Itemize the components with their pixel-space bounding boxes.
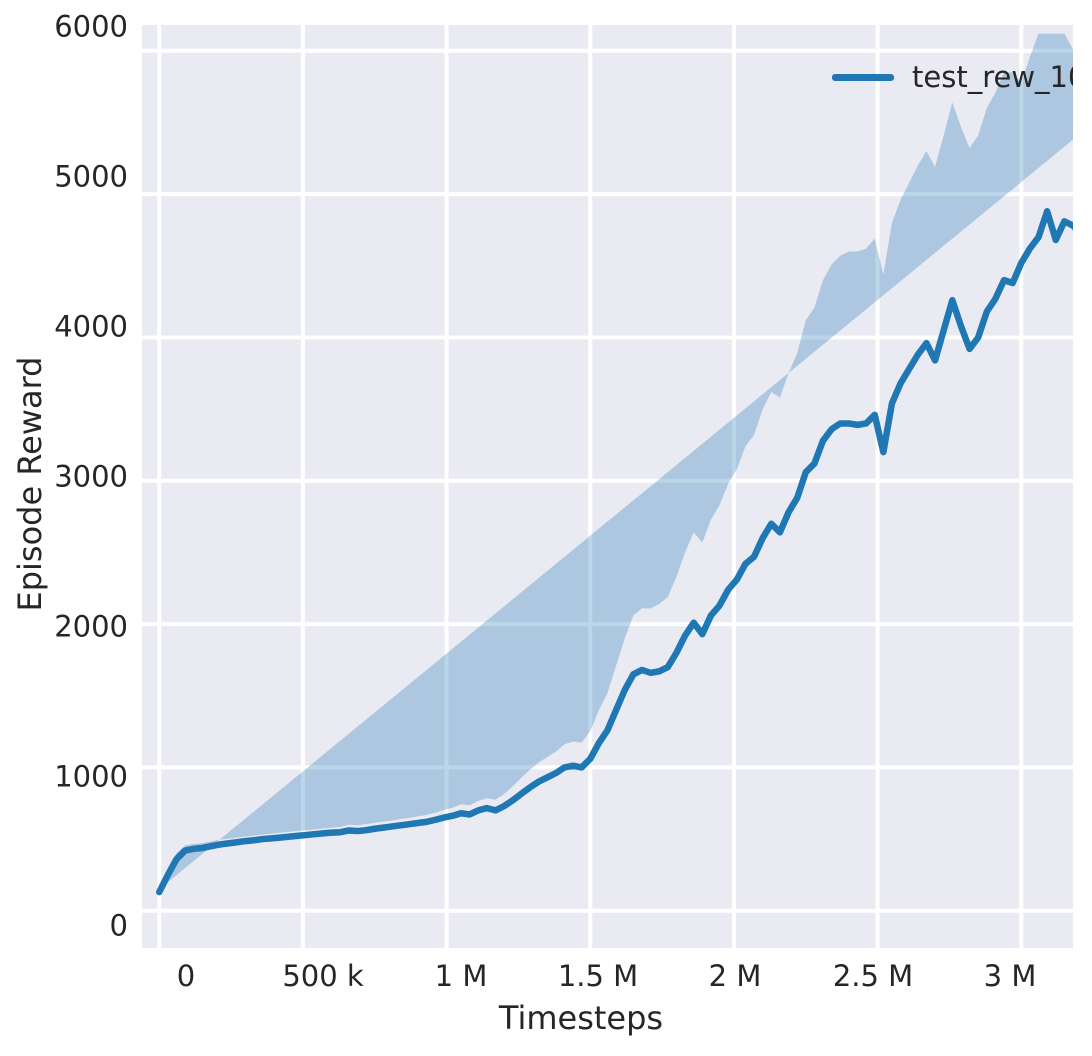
y-tick-2000: 2000 <box>54 609 128 644</box>
plot-area: test_rew_10seeds.csv <box>142 25 1073 948</box>
y-tick-labels: 6000 5000 4000 3000 2000 1000 0 <box>0 0 128 1056</box>
y-tick-6000: 6000 <box>54 9 128 44</box>
x-tick-1-5m: 1.5 M <box>557 959 639 993</box>
y-tick-5000: 5000 <box>54 159 128 194</box>
legend-line-swatch <box>832 74 894 81</box>
grid-horizontal <box>142 48 1073 913</box>
y-tick-0: 0 <box>109 908 128 943</box>
y-tick-1000: 1000 <box>54 759 128 794</box>
x-tick-0: 0 <box>176 959 196 993</box>
y-tick-4000: 4000 <box>54 309 128 344</box>
series-line-test-rew-10seeds <box>155 208 1073 896</box>
legend-entry-label: test_rew_10seeds.csv <box>912 60 1073 94</box>
x-axis-title-text: Timesteps <box>498 999 664 1037</box>
y-axis-title: Episode Reward <box>11 34 49 934</box>
grid-vertical <box>157 25 1024 948</box>
x-axis-title: Timesteps <box>0 1002 1092 1034</box>
x-tick-2-5m: 2.5 M <box>832 959 914 993</box>
y-axis-title-text: Episode Reward <box>11 356 49 612</box>
plot-canvas <box>142 25 1073 948</box>
x-tick-500k: 500 k <box>282 959 364 993</box>
y-tick-3000: 3000 <box>54 459 128 494</box>
x-tick-2m: 2 M <box>708 959 762 993</box>
chart-legend: test_rew_10seeds.csv <box>832 63 1073 92</box>
x-tick-1m: 1 M <box>434 959 488 993</box>
x-tick-3m: 3 M <box>983 959 1037 993</box>
